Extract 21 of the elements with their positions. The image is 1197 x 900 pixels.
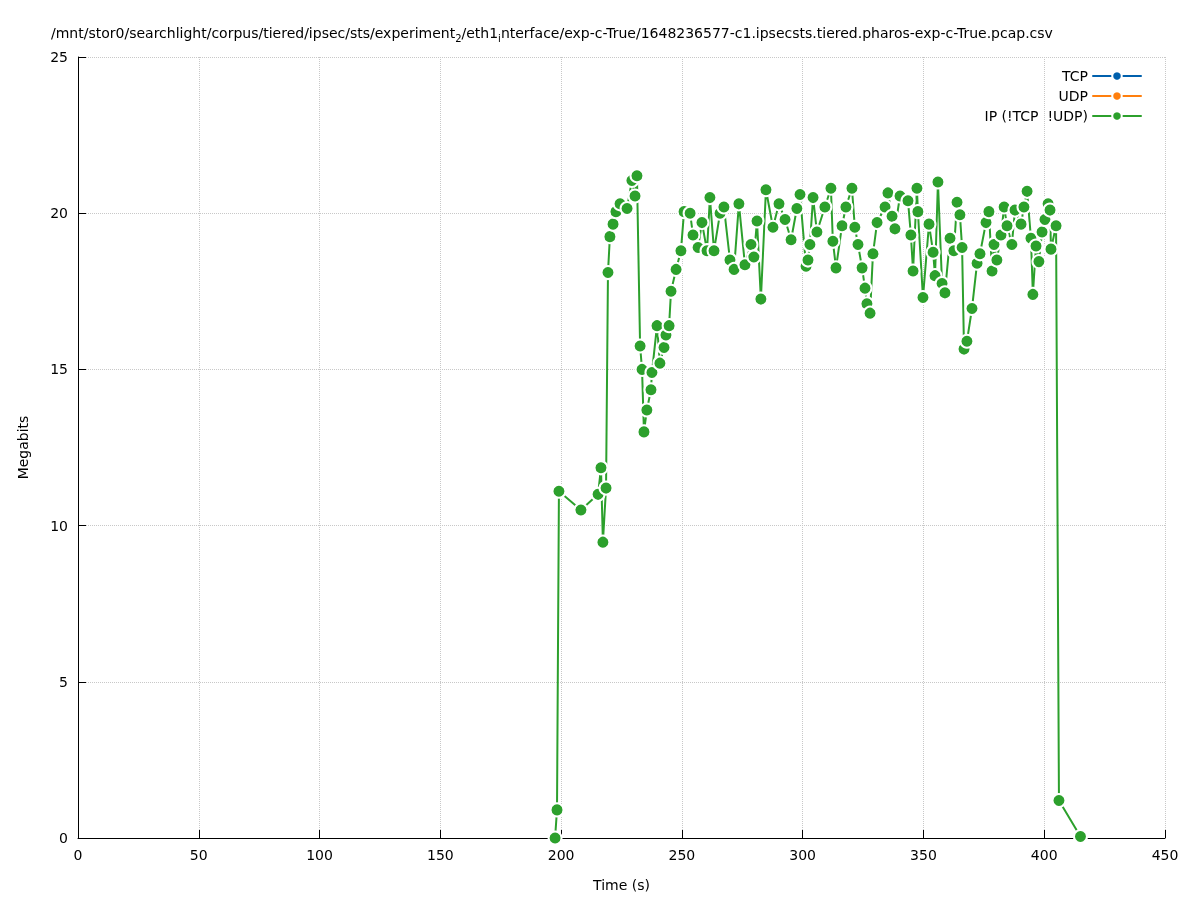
x-tick-label: 0: [73, 847, 83, 863]
x-tick-label: 50: [189, 847, 208, 863]
x-tick-label: 250: [668, 847, 696, 863]
y-axis-title: Megabits: [15, 415, 31, 480]
x-tick-label: 400: [1030, 847, 1058, 863]
x-tick-label: 350: [910, 847, 937, 863]
y-tick-label: 25: [50, 49, 68, 65]
x-axis-title: Time (s): [592, 877, 650, 893]
y-tick-label: 20: [50, 205, 68, 222]
y-tick-label: 0: [59, 830, 68, 846]
y-tick-label: 10: [50, 517, 68, 534]
x-tick-label: 450: [1151, 847, 1179, 863]
y-tick-label: 5: [59, 673, 68, 690]
x-tick-label: 300: [789, 847, 817, 863]
x-tick-label: 150: [426, 847, 454, 863]
legend-label: UDP: [1058, 88, 1088, 104]
x-tick-label: 200: [547, 847, 575, 863]
x-tick-label: 100: [306, 847, 333, 863]
legend-label: IP (!TCP !UDP): [984, 108, 1088, 124]
y-tick-label: 15: [50, 361, 68, 378]
legend-label: TCP: [1061, 68, 1088, 84]
